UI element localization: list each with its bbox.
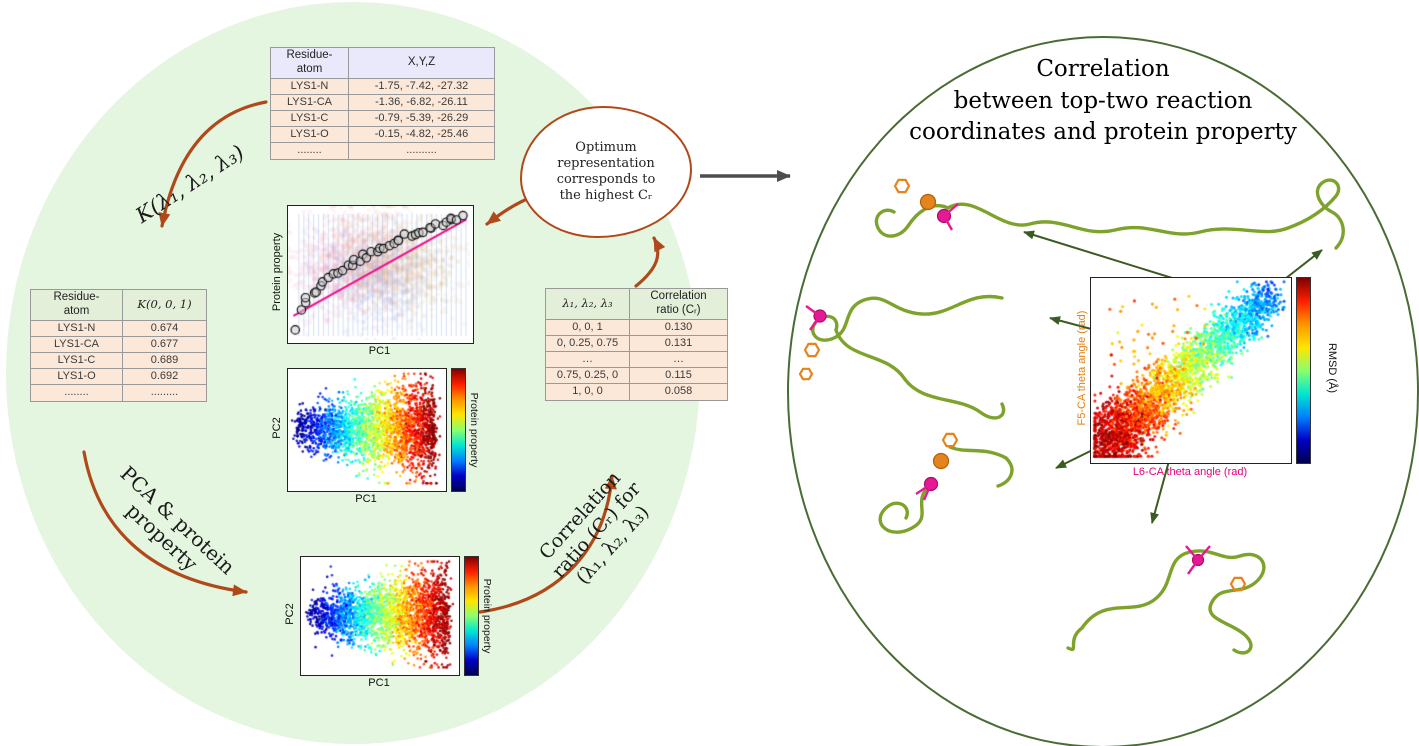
table-cell: LYS1-C (270, 109, 349, 128)
colorbar-protein-property (451, 368, 466, 492)
plot-pc-space-input (300, 556, 460, 676)
table-cell: -0.15, -4.82, -25.46 (348, 126, 495, 144)
table-header: Residue- atom (270, 47, 349, 79)
table-cell: 0.689 (122, 351, 207, 370)
plot-a-xlabel: PC1 (368, 345, 391, 357)
table-cell: ......... (122, 384, 207, 402)
table-header: Residue- atom (30, 289, 123, 321)
plot-c-ylabel: PC2 (284, 603, 296, 625)
result-title: Correlation between top-two reaction coo… (909, 56, 1297, 146)
table-header-row: Residue- atom X,Y,Z (270, 47, 495, 79)
xyz-coordinates-table: Residue- atom X,Y,Z LYS1-N -1.75, -7.42, … (270, 47, 495, 160)
table-cell: .......... (348, 142, 495, 160)
table-cell: … (545, 350, 630, 369)
table-row: LYS1-N -1.75, -7.42, -27.32 (270, 77, 495, 95)
table-cell: LYS1-N (30, 319, 123, 337)
table-row: …… (545, 350, 728, 369)
plot-c-xlabel: PC1 (368, 677, 390, 689)
table-row: LYS1-N 0.674 (30, 319, 207, 337)
table-row: .................. (270, 142, 495, 160)
table-row: 0, 0, 1 0.130 (545, 318, 728, 336)
table-row: LYS1-C -0.79, -5.39, -26.29 (270, 109, 495, 128)
table-cell: LYS1-N (270, 77, 349, 95)
pc-scatter-canvas (288, 369, 443, 488)
table-row: LYS1-O 0.692 (30, 368, 207, 386)
table-cell: 0.131 (629, 334, 728, 352)
plot-c-colorbar-label: Protein property (481, 578, 493, 654)
plot-property-vs-pc1 (287, 205, 474, 344)
table-cell: 0, 0.25, 0.75 (545, 334, 630, 352)
rmsd-colorbar-label: RMSD (Å) (1326, 342, 1338, 394)
table-cell: 0.75, 0.25, 0 (545, 367, 630, 385)
table-header: λ₁, λ₂, λ₃ (545, 288, 630, 320)
table-cell: 0.115 (629, 367, 728, 385)
table-cell: 0, 0, 1 (545, 318, 630, 336)
theta-plot-ylabel: F5-CA theta angle (rad) (1076, 310, 1088, 426)
k-values-table: Residue- atom K(0, 0, 1) LYS1-N 0.674 LYS… (30, 289, 207, 402)
result-circle-outline (787, 36, 1419, 746)
table-row: ................. (30, 384, 207, 402)
table-row: 0.75, 0.25, 0 0.115 (545, 367, 728, 385)
table-cell: 0.058 (629, 383, 728, 401)
plot-b-ylabel: PC2 (271, 417, 283, 439)
table-header: X,Y,Z (348, 47, 495, 79)
plot-b-colorbar-label: Protein property (468, 392, 480, 468)
table-row: LYS1-CA 0.677 (30, 335, 207, 353)
table-cell: LYS1-CA (270, 93, 349, 111)
table-row: 0, 0.25, 0.75 0.131 (545, 334, 728, 352)
table-cell: 1, 0, 0 (545, 383, 630, 401)
plot-pc-space-optimal (287, 368, 447, 492)
property-scatter-canvas (288, 206, 470, 340)
table-cell: LYS1-O (270, 126, 349, 144)
table-cell: -0.79, -5.39, -26.29 (348, 109, 495, 128)
plot-a-ylabel: Protein property (271, 232, 283, 312)
table-cell: LYS1-CA (30, 335, 123, 353)
colorbar-rmsd (1296, 277, 1311, 464)
pc-scatter-canvas (301, 557, 456, 672)
table-row: LYS1-C 0.689 (30, 351, 207, 370)
table-cell: 0.674 (122, 319, 207, 337)
table-cell: ........ (30, 384, 123, 402)
colorbar-protein-property (464, 556, 479, 676)
table-cell: 0.692 (122, 368, 207, 386)
table-cell: -1.36, -6.82, -26.11 (348, 93, 495, 111)
table-cell: ........ (270, 142, 349, 160)
table-row: LYS1-CA -1.36, -6.82, -26.11 (270, 93, 495, 111)
theta-plot-xlabel: L6-CA theta angle (rad) (1132, 466, 1248, 478)
correlation-ratio-table: λ₁, λ₂, λ₃ Correlation ratio (Cᵣ) 0, 0, … (545, 288, 728, 401)
theta-scatter-canvas (1091, 278, 1288, 460)
table-header-row: λ₁, λ₂, λ₃ Correlation ratio (Cᵣ) (545, 288, 728, 320)
optimum-representation-callout: Optimum representation corresponds to th… (520, 106, 692, 238)
plot-theta-correlation (1090, 277, 1292, 464)
table-row: 1, 0, 0 0.058 (545, 383, 728, 401)
table-header: Correlation ratio (Cᵣ) (629, 288, 728, 320)
plot-b-xlabel: PC1 (355, 493, 377, 505)
table-cell: … (629, 350, 728, 369)
table-cell: 0.130 (629, 318, 728, 336)
table-cell: -1.75, -7.42, -27.32 (348, 77, 495, 95)
table-cell: LYS1-O (30, 368, 123, 386)
table-cell: LYS1-C (30, 351, 123, 370)
table-row: LYS1-O -0.15, -4.82, -25.46 (270, 126, 495, 144)
table-header-row: Residue- atom K(0, 0, 1) (30, 289, 207, 321)
table-header: K(0, 0, 1) (122, 289, 207, 321)
table-cell: 0.677 (122, 335, 207, 353)
